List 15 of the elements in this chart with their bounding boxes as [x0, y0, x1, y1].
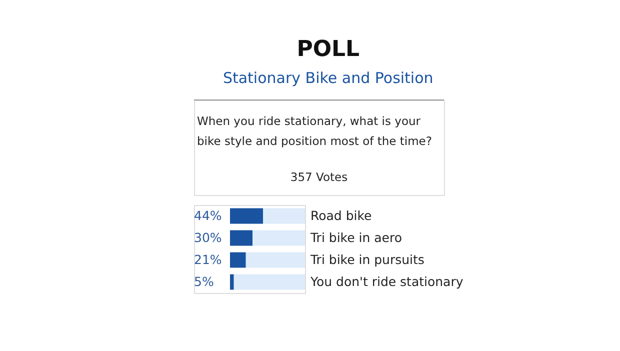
bar: [230, 274, 234, 290]
y-tick-label: Road bike: [310, 208, 372, 223]
chart-title: POLL: [296, 37, 360, 62]
data-label: 5%: [194, 274, 214, 289]
data-label: 30%: [194, 230, 222, 245]
y-tick-label: You don't ride stationary: [310, 274, 464, 289]
bar: [230, 252, 246, 268]
text: When you ride stationary, what is your bike style and position most of the time?: [197, 114, 432, 148]
data-label: 21%: [194, 252, 222, 267]
data-label: 44%: [194, 208, 222, 223]
bar: [230, 230, 252, 246]
y-tick-label: Tri bike in aero: [310, 230, 402, 245]
y-tick-label: Tri bike in pursuits: [310, 252, 424, 267]
text: 357 Votes: [290, 170, 348, 184]
chart-subtitle: Stationary Bike and Position: [222, 69, 434, 87]
